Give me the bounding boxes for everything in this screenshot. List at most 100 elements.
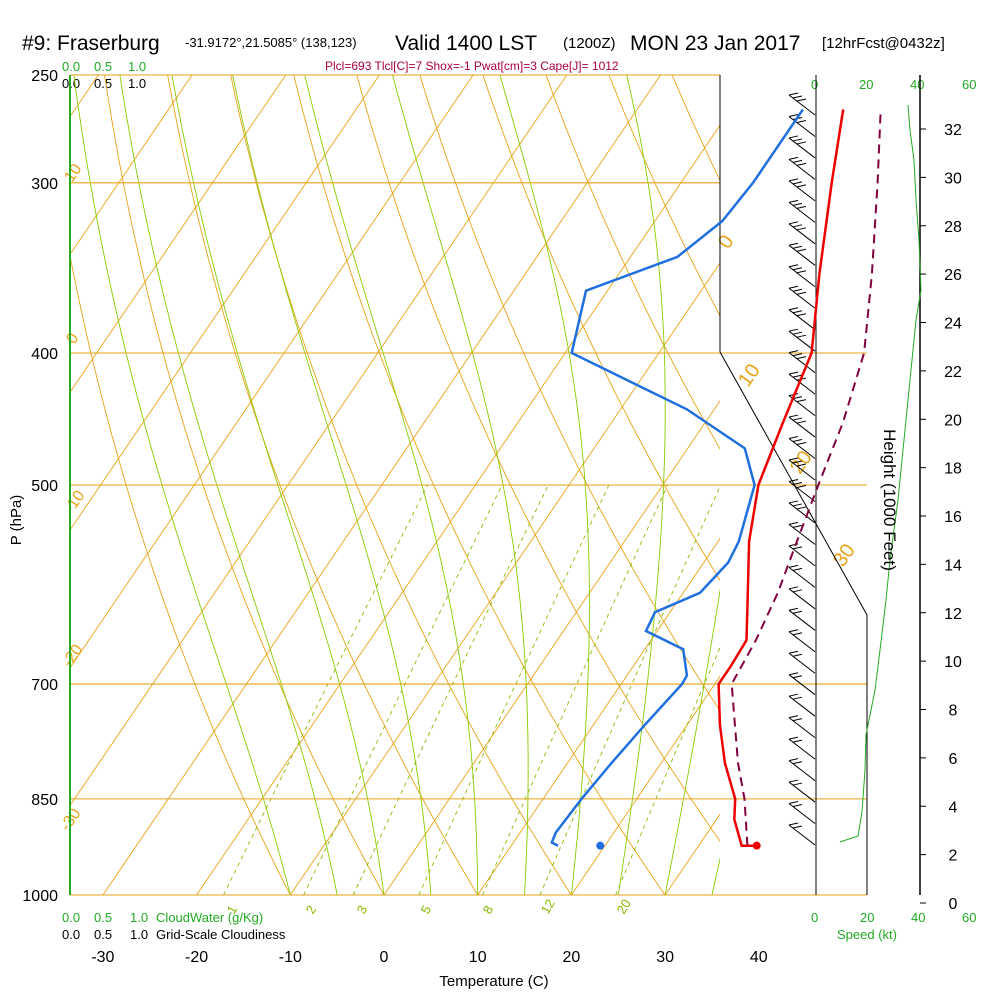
forecast-date: MON 23 Jan 2017	[630, 32, 800, 55]
wind-barb-flag	[788, 199, 799, 203]
wind-barb	[788, 650, 816, 674]
wind-barb	[788, 801, 816, 824]
wind-barb-flag	[796, 484, 807, 488]
wind-barb	[788, 457, 816, 481]
wind-barb-flag	[788, 822, 799, 826]
wind-barb	[788, 478, 816, 502]
wind-barb-flag	[796, 227, 807, 231]
wind-barb-flag	[792, 653, 803, 657]
mixing-ratio-line	[418, 484, 610, 895]
mixing-ratio-line	[539, 485, 720, 895]
wind-barb-flag	[792, 696, 803, 700]
wind-barb-flag	[788, 478, 799, 482]
dry-adiabat-label: 10	[61, 161, 85, 185]
pressure-tick-label: 850	[31, 792, 58, 809]
mixing-ratio-line	[615, 646, 720, 895]
wind-barb-flag	[788, 92, 799, 96]
wind-barb-staff	[788, 159, 816, 180]
wind-barb-flag	[792, 739, 803, 743]
mixing-ratio-line	[352, 484, 549, 895]
dry-adiabat-label: -20	[59, 642, 86, 671]
forecast-run: [12hrFcst@0432z]	[822, 35, 945, 52]
height-tick-label: 32	[944, 122, 962, 139]
dry-adiabat-label: 0	[714, 231, 738, 253]
wind-barb-staff	[788, 287, 816, 309]
wind-barb-flag	[792, 632, 803, 636]
wind-barb	[788, 328, 816, 352]
wind-barb	[788, 521, 816, 545]
moist-adiabat-line	[392, 75, 529, 895]
wind-barb-flag	[796, 98, 807, 102]
wind-barb-flag	[788, 414, 799, 418]
wind-barb-flag	[792, 245, 803, 249]
wind-barb-flag	[788, 758, 799, 762]
mixing-ratio-label: 12	[538, 896, 558, 916]
svg-text:20: 20	[859, 77, 873, 92]
pressure-tick-label: 400	[31, 346, 58, 363]
isotherm-line	[70, 75, 193, 256]
wind-barb-staff	[788, 652, 816, 674]
height-tick-label: 6	[949, 751, 958, 768]
wind-barb-flag	[792, 761, 803, 765]
wind-barb-staff	[788, 609, 816, 631]
svg-text:40: 40	[911, 910, 925, 925]
dry-adiabat-label: -10	[61, 488, 88, 517]
wind-barb-flag	[788, 436, 799, 440]
svg-text:0.5: 0.5	[94, 76, 112, 91]
wind-barb-flag	[788, 693, 799, 697]
wind-barb-flag	[788, 350, 799, 354]
wind-barb-flag	[792, 331, 803, 335]
svg-text:0.0: 0.0	[62, 927, 80, 942]
wind-barb-flag	[796, 420, 807, 424]
height-tick-label: 26	[944, 267, 962, 284]
height-tick-label: 18	[944, 461, 962, 478]
mixing-ratio-line	[303, 484, 503, 895]
wind-barb	[788, 436, 816, 459]
temperature-tick-label: -10	[279, 949, 302, 966]
temperature-tick-label: 20	[563, 949, 581, 966]
moist-adiabat-line	[617, 75, 666, 895]
height-tick-label: 20	[944, 412, 962, 429]
wind-barb-staff	[788, 116, 816, 137]
wind-barb-flag	[792, 589, 803, 593]
surface-dewpoint-marker	[596, 841, 605, 850]
height-tick-label: 16	[944, 509, 962, 526]
wind-barb	[788, 199, 816, 223]
dry-adiabat-label: 20	[786, 447, 817, 478]
isotherm-line	[853, 75, 1000, 895]
wind-barb-staff	[788, 137, 816, 159]
wind-barb-flag	[792, 267, 803, 271]
wind-barb-flag	[788, 736, 799, 740]
dry-adiabat-line	[230, 75, 572, 895]
moist-adiabat-line	[664, 588, 720, 895]
wind-barb-flag	[792, 782, 803, 786]
wind-barb	[788, 758, 816, 781]
station-coords: -31.9172°,21.5085° (138,123)	[185, 35, 357, 50]
wind-barb	[788, 564, 816, 588]
wind-barb-flag	[792, 804, 803, 808]
wind-barb-flag	[792, 95, 803, 99]
wind-barb-flag	[792, 675, 803, 679]
dry-adiabat-label: 0	[63, 330, 82, 347]
zulu-time: (1200Z)	[563, 35, 616, 52]
wind-barb-flag	[788, 178, 799, 182]
wind-barb	[788, 264, 816, 288]
wind-barb	[788, 629, 816, 653]
y-axis-label: P (hPa)	[8, 495, 25, 546]
wind-barb-flag	[796, 141, 807, 145]
wind-barb	[788, 607, 816, 631]
top-speed-scale: 0 20 40 60	[811, 77, 976, 92]
pressure-tick-label: 250	[31, 68, 58, 85]
wind-barb	[788, 736, 816, 760]
temperature-trace	[717, 109, 845, 847]
mixing-ratio-label: 2	[303, 903, 320, 917]
svg-text:Speed (kt): Speed (kt)	[837, 927, 897, 942]
wind-barb	[788, 285, 816, 309]
top-cloudwater-scale: 0.0 0.5 1.0	[62, 59, 146, 74]
isotherm-line	[477, 537, 720, 895]
wind-barb-flag	[796, 184, 807, 188]
wind-barb-flag	[788, 801, 799, 805]
wind-barb-staff	[788, 545, 816, 567]
wind-barb-flag	[792, 181, 803, 185]
wind-barb-flag	[792, 825, 803, 829]
